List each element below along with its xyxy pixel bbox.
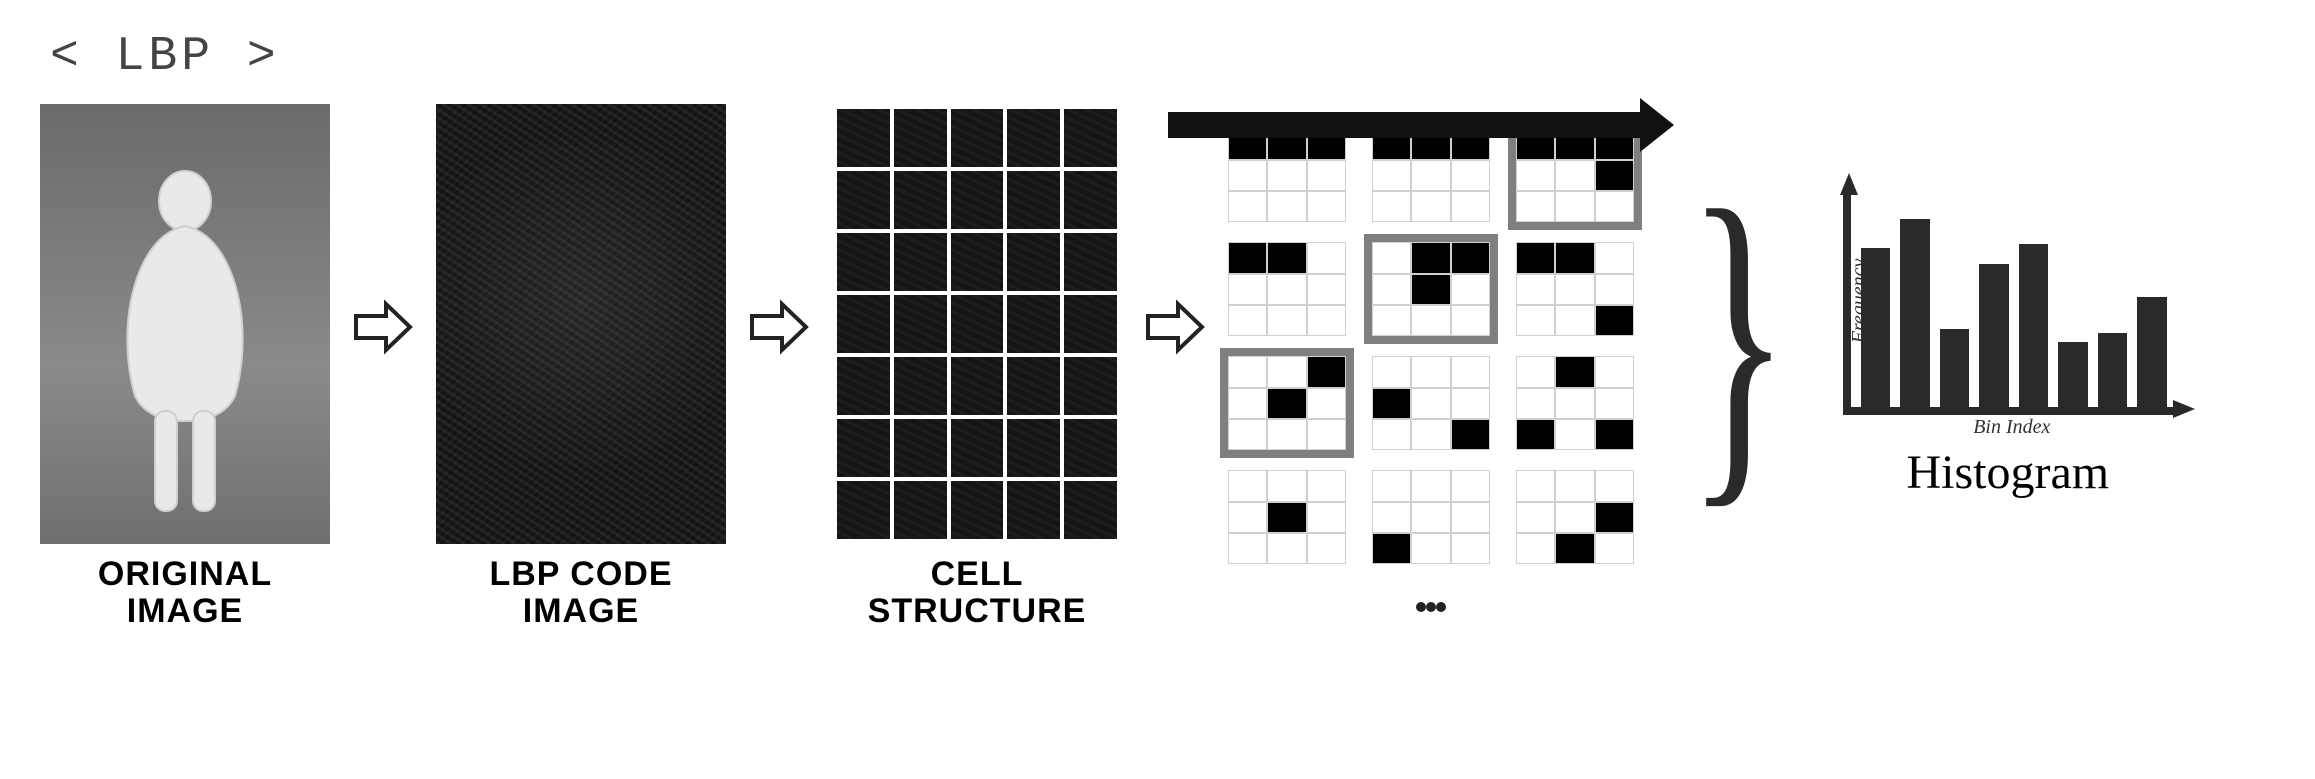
lbp-pattern-patch — [1516, 128, 1634, 222]
lbp-pattern-patch — [1372, 242, 1490, 336]
vertical-ellipsis-icon — [1416, 594, 1446, 620]
lbp-pattern-patch — [1516, 356, 1634, 450]
lbp-pattern-patch — [1228, 128, 1346, 222]
lbp-pattern-patch — [1228, 356, 1346, 450]
arrow-icon — [744, 107, 814, 547]
curly-brace-icon: } — [1687, 157, 1791, 517]
panel-cells: CELLSTRUCTURE — [832, 104, 1122, 631]
cell-to-patterns-arrow-icon — [1168, 112, 1644, 138]
histogram-bar — [1979, 264, 2009, 407]
lbp-patterns-column — [1228, 114, 1634, 620]
histogram-xlabel: Bin Index — [1973, 416, 2050, 439]
caption-lbp: LBP CODEIMAGE — [489, 556, 672, 631]
lbp-pattern-patch — [1228, 242, 1346, 336]
lbp-pattern-patch — [1516, 470, 1634, 564]
person-silhouette-icon — [85, 156, 285, 536]
histogram-bar — [1861, 248, 1891, 407]
lbp-pattern-patch — [1228, 470, 1346, 564]
lbp-pattern-patch — [1372, 470, 1490, 564]
arrow-icon — [1140, 107, 1210, 547]
panel-lbp: LBP CODEIMAGE — [436, 104, 726, 631]
histogram-bar — [2137, 297, 2167, 407]
lbp-pattern-patch — [1516, 242, 1634, 336]
brace-column: } — [1652, 157, 1825, 517]
caption-original: ORIGINALIMAGE — [98, 556, 272, 631]
histogram-bar — [1900, 219, 1930, 407]
section-header: < LBP > — [50, 30, 2275, 84]
histogram-bar — [2019, 244, 2049, 407]
lbp-patterns-grid — [1228, 114, 1634, 564]
caption-cells: CELLSTRUCTURE — [868, 556, 1087, 631]
lbp-pattern-patch — [1372, 128, 1490, 222]
histogram-bar — [2058, 342, 2088, 407]
histogram-chart: Frequency Bin Index — [1843, 195, 2173, 415]
pipeline-row: ORIGINALIMAGE LBP CODEIMAGE CELLSTRUCTUR… — [40, 104, 2275, 631]
lbp-pattern-patch — [1372, 356, 1490, 450]
histogram-bar — [1940, 329, 1970, 407]
lbp-code-image — [436, 104, 726, 544]
arrow-icon — [348, 107, 418, 547]
histogram-bar — [2098, 333, 2128, 406]
histogram-label: Histogram — [1906, 445, 2109, 500]
original-image — [40, 104, 330, 544]
histogram-column: Frequency Bin Index Histogram — [1843, 195, 2173, 500]
cell-structure-image — [832, 104, 1122, 544]
histogram-bars — [1861, 203, 2167, 407]
panel-original: ORIGINALIMAGE — [40, 104, 330, 631]
